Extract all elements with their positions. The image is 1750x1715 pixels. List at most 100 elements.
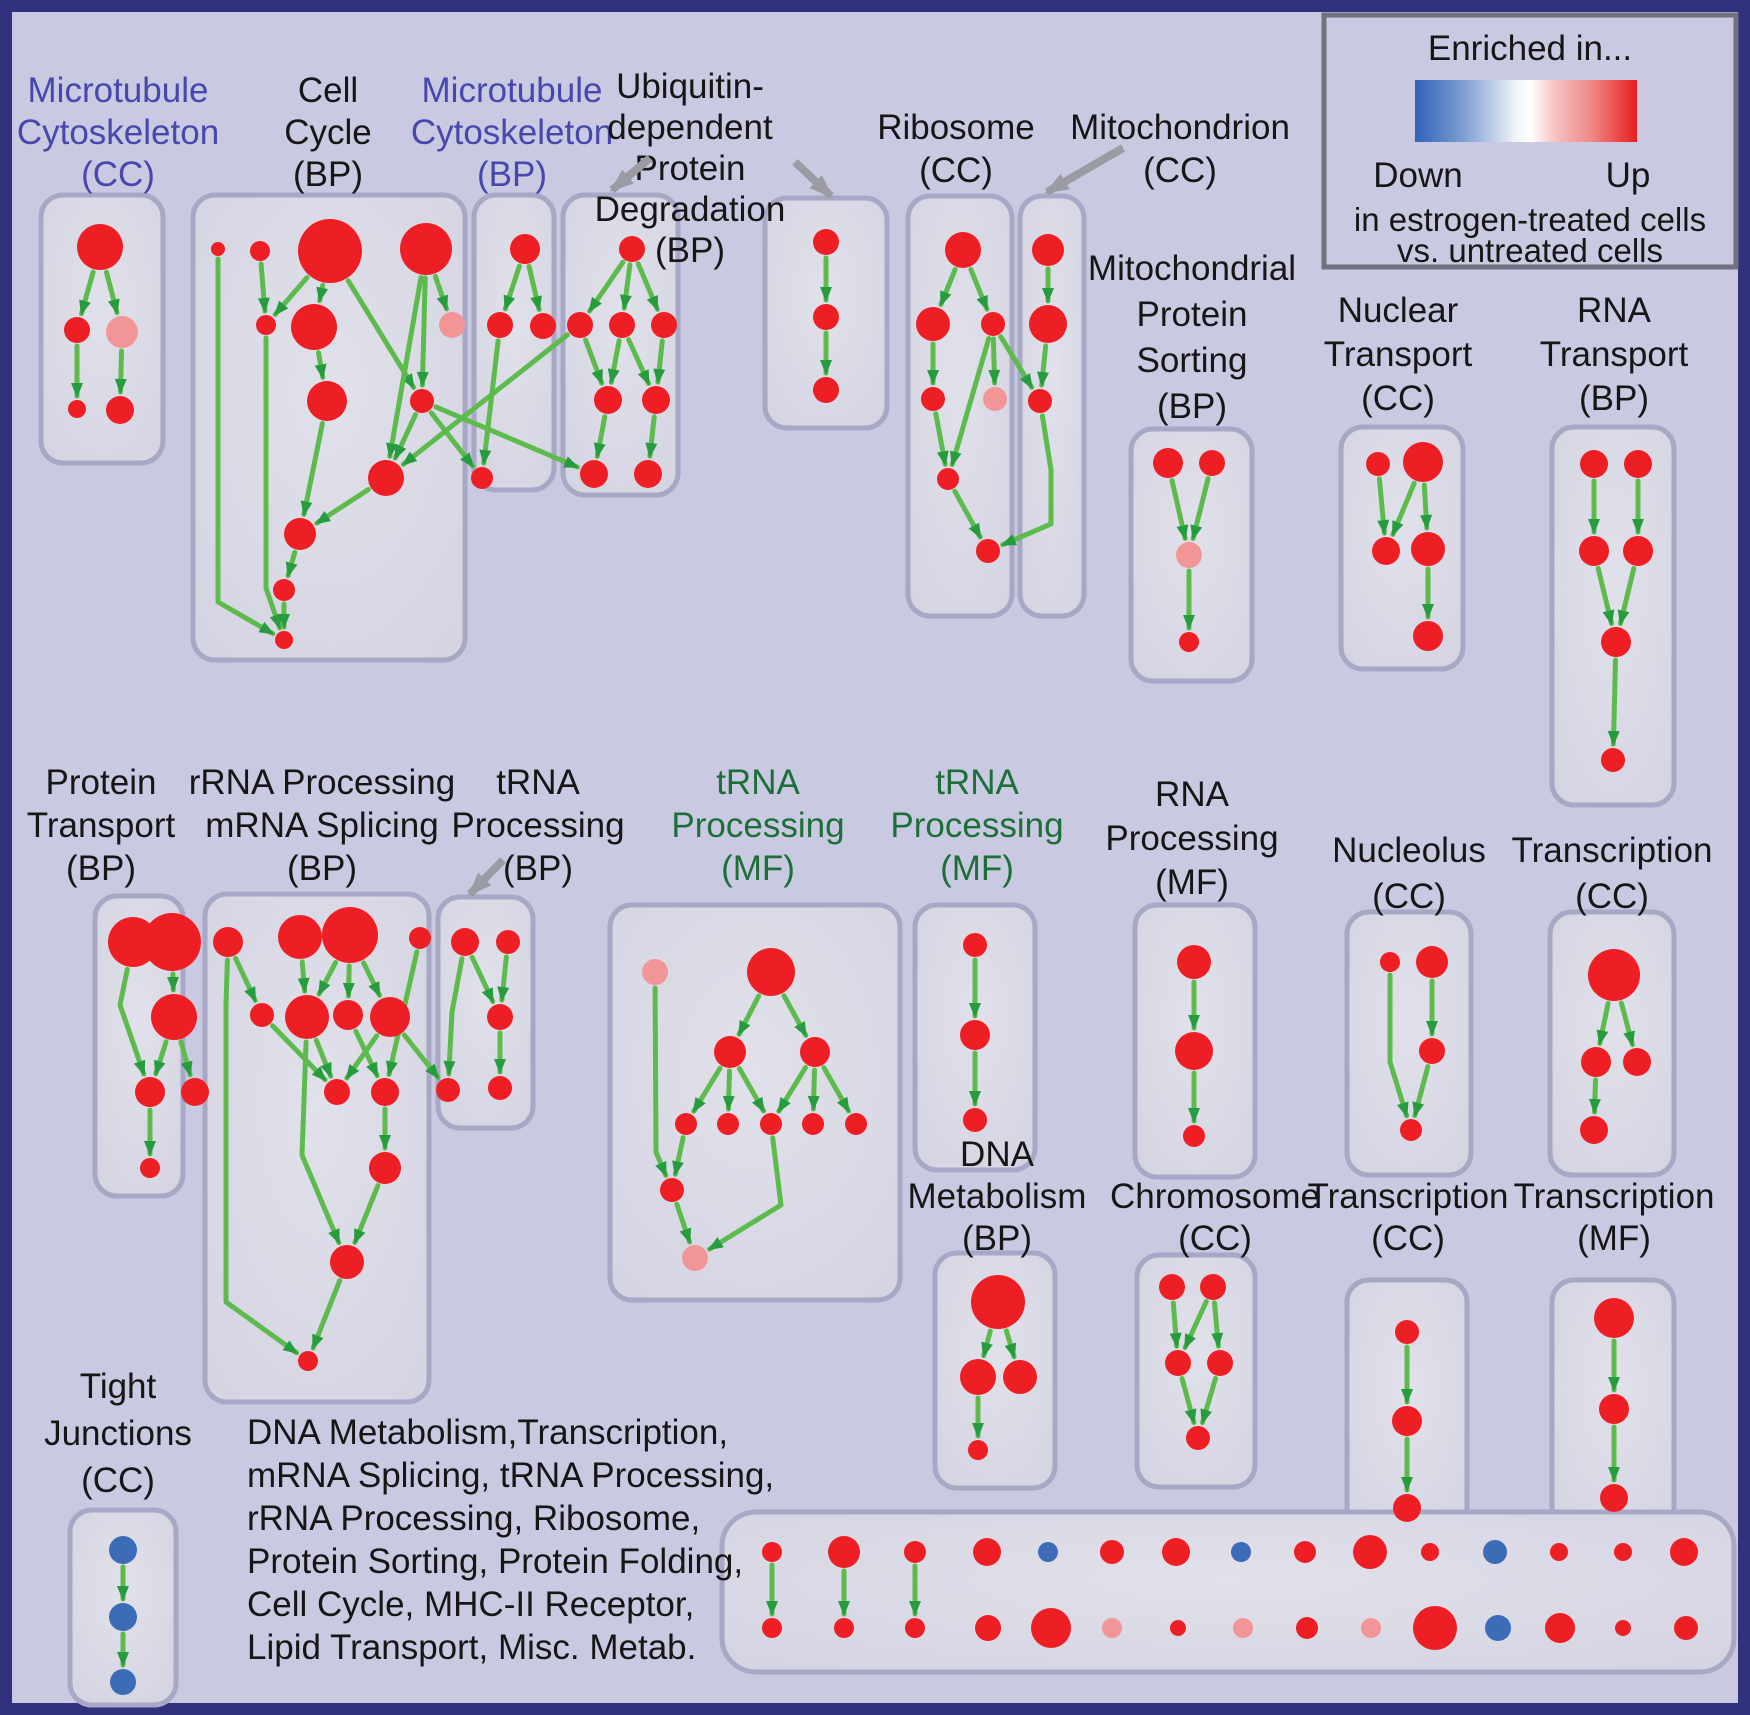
cluster-label-trna-bp: tRNA — [496, 763, 580, 802]
edge-arrow — [310, 1278, 343, 1351]
go-term-node-nuclear-transport-0 — [1366, 452, 1390, 476]
go-term-node-ribosome-cc-3 — [921, 387, 945, 411]
legend-down: Down — [1373, 156, 1462, 195]
cluster-label-nuclear-transport: (CC) — [1361, 379, 1435, 418]
go-term-node-protein-transport-0 — [108, 917, 158, 967]
go-term-node-dna-metabolism-1 — [960, 1359, 996, 1395]
edge-arrow — [257, 261, 270, 314]
go-term-node-microtubule-cc-4 — [106, 396, 134, 424]
go-term-node-protein-transport-2 — [151, 994, 197, 1040]
go-term-node-cell-cycle-bp-11 — [273, 579, 295, 601]
go-term-node-ubiquitin-bp-1-7 — [634, 460, 662, 488]
go-term-node-transcription-cc-upper-3 — [1580, 1116, 1608, 1144]
legend: Enriched in... Down Up in estrogen-treated … — [1321, 12, 1739, 270]
go-term-node-misc-cluster-29 — [1674, 1616, 1698, 1640]
go-term-node-misc-cluster-14 — [1670, 1538, 1698, 1566]
edge-arrow — [736, 1066, 767, 1114]
go-term-node-chromosome-cc-3 — [1207, 1350, 1233, 1376]
edge-arrow — [479, 338, 501, 466]
go-term-node-trna-bp-2 — [487, 1004, 513, 1030]
edge-arrow — [400, 332, 570, 467]
go-term-node-ubiquitin-bp-1-4 — [594, 386, 622, 414]
edge-arrow — [270, 1023, 328, 1083]
edge-arrow — [988, 336, 1001, 386]
edge-arrow — [497, 954, 510, 1003]
cluster-label-ubiquitin-bp-1: Degradation — [595, 190, 786, 229]
label-pointer-arrow — [792, 159, 834, 199]
go-term-node-nucleolus-cc-0 — [1380, 952, 1400, 972]
go-term-node-rrna-mrna-5 — [285, 995, 329, 1039]
go-term-node-ribosome-cc-5 — [937, 468, 959, 490]
go-term-node-ribosome-cc-6 — [976, 539, 1000, 563]
edge-arrow — [652, 985, 669, 1178]
edge-arrow — [117, 966, 147, 1077]
go-term-node-microtubule-cc-1 — [64, 317, 90, 343]
edge-arrow — [619, 262, 633, 311]
go-term-node-microtubule-bp-0 — [510, 234, 540, 264]
edge-arrow — [1376, 476, 1390, 536]
go-term-node-misc-cluster-19 — [1031, 1608, 1071, 1648]
edge-arrow — [1420, 482, 1433, 531]
go-term-node-rna-transport-4 — [1601, 627, 1631, 657]
edge-arrow — [361, 960, 382, 998]
misc-categories-text: Lipid Transport, Misc. Metab. — [247, 1628, 696, 1667]
go-term-node-ribosome-cc-4 — [983, 387, 1007, 411]
cluster-label-nuclear-transport: Nuclear — [1338, 291, 1459, 330]
go-term-node-misc-cluster-10 — [1421, 1543, 1439, 1561]
go-term-node-trna-mf-large-6 — [760, 1113, 782, 1135]
edge-arrow — [1000, 413, 1054, 548]
go-term-node-ubiquitin-bp-1-0 — [619, 236, 645, 262]
go-term-node-mitochondrion-cc-2 — [1028, 389, 1052, 413]
edge-arrow — [299, 1039, 342, 1246]
edge-arrow — [443, 956, 465, 1077]
cluster-label-tight-junctions: (CC) — [81, 1461, 155, 1500]
misc-categories-text: Cell Cycle, MHC-II Receptor, — [247, 1585, 694, 1624]
edge-arrow — [314, 487, 371, 526]
go-term-node-ribosome-cc-0 — [945, 232, 981, 268]
edge-arrow — [626, 337, 652, 387]
go-term-node-mitochondrion-cc-0 — [1032, 234, 1064, 266]
cluster-label-microtubule-cc: (CC) — [81, 155, 155, 194]
edge-arrow — [416, 275, 429, 388]
cluster-label-trna-bp: (BP) — [503, 849, 573, 888]
go-term-node-misc-cluster-16 — [834, 1618, 854, 1638]
go-term-node-misc-cluster-25 — [1413, 1606, 1457, 1650]
go-term-node-misc-cluster-7 — [1231, 1542, 1251, 1562]
go-term-node-misc-cluster-1 — [828, 1536, 860, 1568]
go-term-node-ribosome-cc-2 — [981, 312, 1005, 336]
go-term-node-rrna-mrna-3 — [409, 927, 431, 949]
edge-arrow — [1412, 1064, 1431, 1118]
go-term-node-rrna-mrna-12 — [298, 1351, 318, 1371]
edge-arrow — [526, 264, 542, 312]
edge-arrow — [469, 954, 496, 1005]
cluster-label-rna-transport: RNA — [1577, 291, 1652, 330]
edge-arrow — [433, 404, 580, 470]
cluster-label-mitochondrion-cc: Mitochondrion — [1070, 108, 1290, 147]
edge-arrow — [1596, 1000, 1611, 1046]
go-term-node-tight-junctions-0 — [109, 1536, 137, 1564]
go-term-node-dna-metabolism-2 — [1003, 1360, 1037, 1394]
edge-arrow — [285, 549, 298, 579]
go-term-node-rna-processing-mf-1 — [1175, 1032, 1213, 1070]
cluster-label-trna-mf-2: (MF) — [940, 849, 1014, 888]
cluster-label-ribosome-cc: Ribosome — [877, 108, 1035, 147]
go-term-node-ubiquitin-bp-1-2 — [609, 312, 635, 338]
cluster-label-trna-bp: Processing — [451, 806, 624, 845]
go-term-node-transcription-mf-2 — [1600, 1484, 1628, 1512]
edge-arrow — [316, 282, 329, 304]
go-term-node-misc-cluster-18 — [975, 1615, 1001, 1641]
go-term-node-ubiquitin-bp-2-1 — [813, 304, 839, 330]
go-term-node-chromosome-cc-1 — [1200, 1274, 1226, 1300]
go-term-node-rrna-mrna-10 — [369, 1152, 401, 1184]
edge-arrow — [342, 963, 355, 999]
go-term-node-cell-cycle-bp-12 — [275, 631, 293, 649]
cluster-label-microtubule-bp: (BP) — [477, 155, 547, 194]
cluster-box-nucleolus-cc — [1344, 909, 1474, 1178]
go-term-node-trna-mf-large-2 — [714, 1036, 746, 1068]
edge-arrow — [583, 337, 605, 386]
go-term-node-chromosome-cc-0 — [1159, 1274, 1185, 1300]
cluster-label-rrna-mrna: (BP) — [287, 849, 357, 888]
cluster-label-ubiquitin-bp-1: Ubiquitin- — [616, 67, 764, 106]
